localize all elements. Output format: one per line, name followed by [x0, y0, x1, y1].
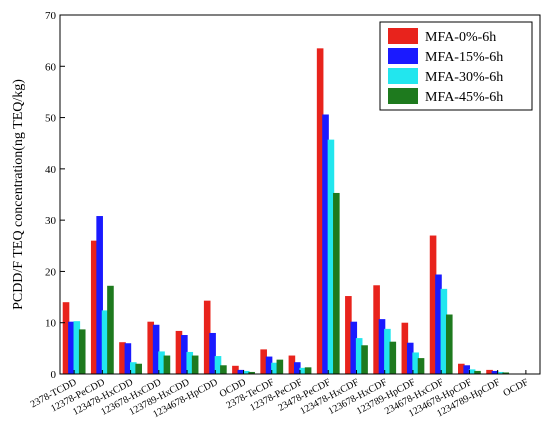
bar-0-11 — [373, 285, 380, 374]
bar-3-9 — [333, 192, 340, 374]
bar-2-6 — [242, 370, 250, 374]
bar-2-2 — [129, 362, 137, 374]
y-tick-label: 10 — [45, 318, 57, 330]
legend-swatch — [388, 88, 418, 104]
y-axis-ticks: 0 10 20 30 40 50 60 70 — [45, 10, 65, 381]
legend-label: MFA-30%-6h — [425, 70, 503, 85]
bar-2-13 — [440, 288, 448, 374]
bar-3-3 — [163, 355, 171, 374]
bar-0-14 — [458, 363, 465, 374]
legend-label: MFA-0%-6h — [425, 30, 496, 45]
bar-3-15 — [502, 372, 510, 374]
bar-1-11 — [378, 319, 386, 374]
bar-0-7 — [260, 349, 267, 374]
legend: MFA-0%-6h MFA-15%-6h MFA-30%-6h MFA-45%-6h — [379, 21, 533, 111]
y-tick-label: 0 — [51, 369, 57, 381]
bar-2-5 — [214, 356, 222, 374]
bar-1-4 — [181, 335, 188, 374]
bar-2-11 — [384, 328, 391, 374]
y-axis-title: PCDD/F TEQ concentration(ng TEQ/kg) — [11, 79, 26, 310]
bar-0-13 — [429, 235, 437, 374]
bar-3-7 — [276, 359, 284, 374]
x-axis-ticks: 2378-TCDD12378-PeCDD123478-HxCDD123678-H… — [29, 370, 531, 420]
legend-swatch — [388, 28, 418, 44]
bar-0-12 — [401, 322, 409, 374]
bar-2-9 — [327, 139, 335, 374]
legend-label: MFA-45%-6h — [425, 90, 503, 105]
bar-1-1 — [96, 216, 103, 374]
y-tick-label: 60 — [45, 61, 57, 73]
bar-0-2 — [119, 342, 126, 374]
bar-3-4 — [191, 355, 199, 374]
legend-swatch — [388, 68, 418, 84]
bar-3-8 — [304, 367, 312, 374]
y-tick-label: 50 — [45, 113, 57, 125]
bar-1-9 — [322, 114, 329, 374]
bar-0-9 — [316, 48, 324, 374]
bar-1-8 — [294, 362, 301, 374]
bar-2-0 — [73, 321, 81, 374]
legend-swatch — [388, 48, 418, 64]
bar-3-12 — [417, 358, 425, 374]
bar-1-15 — [491, 370, 499, 374]
bar-2-7 — [271, 362, 278, 374]
bar-2-14 — [468, 369, 476, 374]
y-tick-label: 20 — [45, 266, 57, 278]
bar-0-1 — [90, 240, 98, 374]
bar-1-12 — [406, 342, 414, 374]
bar-0-15 — [486, 369, 493, 374]
bar-0-6 — [232, 365, 239, 374]
bar-0-5 — [203, 300, 211, 374]
bar-3-14 — [474, 370, 481, 374]
bar-2-8 — [299, 367, 306, 374]
bar-3-13 — [445, 314, 453, 374]
bar-2-10 — [355, 338, 363, 374]
bar-0-3 — [147, 321, 155, 374]
bar-2-12 — [412, 352, 419, 374]
x-tick-label: OCDF — [502, 377, 531, 399]
bar-1-5 — [209, 332, 216, 374]
bar-2-1 — [101, 310, 109, 374]
legend-label: MFA-15%-6h — [425, 50, 503, 65]
bar-1-3 — [152, 324, 160, 374]
bar-3-10 — [361, 345, 368, 374]
bar-1-6 — [237, 369, 245, 374]
bar-1-7 — [265, 356, 273, 374]
bar-0-0 — [62, 302, 70, 374]
y-tick-label: 70 — [45, 10, 57, 22]
bar-3-5 — [220, 365, 227, 374]
bar-2-4 — [186, 351, 194, 374]
bar-1-10 — [350, 321, 358, 374]
y-tick-label: 30 — [45, 215, 57, 227]
bar-1-14 — [463, 365, 471, 374]
bar-0-4 — [175, 330, 183, 374]
bar-0-8 — [288, 355, 296, 374]
bar-1-13 — [435, 274, 442, 374]
bar-0-10 — [345, 296, 352, 374]
bars-layer — [62, 48, 510, 374]
bar-2-15 — [497, 371, 504, 374]
y-tick-label: 40 — [45, 164, 57, 176]
bar-3-11 — [389, 341, 397, 374]
bar-1-0 — [68, 321, 75, 374]
bar-3-2 — [135, 363, 142, 374]
bar-3-1 — [107, 285, 114, 374]
bar-3-0 — [78, 329, 86, 374]
bar-1-2 — [124, 343, 132, 374]
bar-3-6 — [248, 371, 255, 374]
bar-2-3 — [158, 351, 165, 374]
